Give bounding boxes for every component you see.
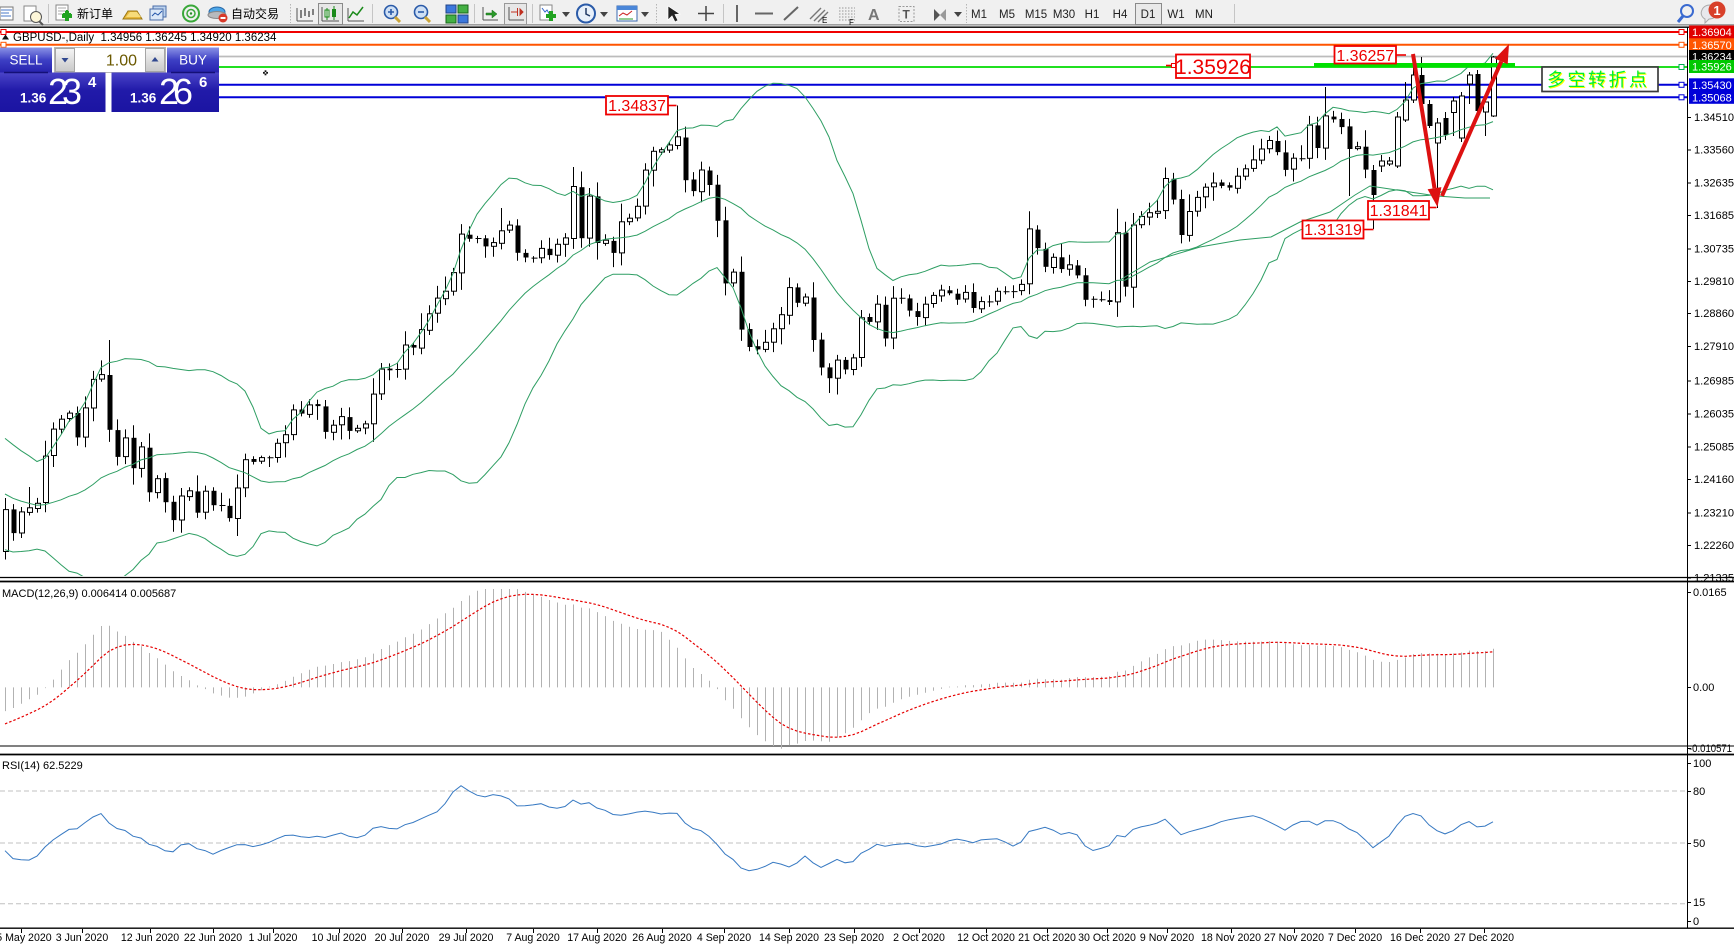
svg-text:27 Nov 2020: 27 Nov 2020 xyxy=(1264,932,1324,944)
svg-text:10 Jul 2020: 10 Jul 2020 xyxy=(312,932,367,944)
svg-text:W1: W1 xyxy=(1167,9,1184,21)
svg-text:M1: M1 xyxy=(971,9,987,21)
svg-text:0.0165: 0.0165 xyxy=(1693,587,1727,599)
svg-text:1.24160: 1.24160 xyxy=(1694,474,1734,486)
svg-text:RSI(14) 62.5229: RSI(14) 62.5229 xyxy=(2,760,83,772)
svg-text:自动交易: 自动交易 xyxy=(231,6,279,21)
svg-text:27 Dec 2020: 27 Dec 2020 xyxy=(1454,932,1514,944)
svg-text:16 Dec 2020: 16 Dec 2020 xyxy=(1390,932,1450,944)
svg-text:F: F xyxy=(849,18,854,27)
svg-text:1.25085: 1.25085 xyxy=(1694,442,1734,454)
svg-text:1.31841: 1.31841 xyxy=(1370,203,1428,220)
svg-text:22 Jun 2020: 22 Jun 2020 xyxy=(184,932,242,944)
svg-text:1 Jul 2020: 1 Jul 2020 xyxy=(249,932,298,944)
svg-text:-0.010571: -0.010571 xyxy=(1689,743,1732,755)
svg-text:26: 26 xyxy=(159,71,193,112)
svg-text:1.36: 1.36 xyxy=(130,91,157,106)
svg-text:1.36904: 1.36904 xyxy=(1692,27,1732,39)
svg-text:E: E xyxy=(822,16,827,25)
svg-text:BUY: BUY xyxy=(179,53,207,68)
svg-text:1.36257: 1.36257 xyxy=(1336,48,1394,65)
svg-text:15: 15 xyxy=(1693,897,1705,909)
svg-text:50: 50 xyxy=(1693,838,1705,850)
svg-text:29 Jul 2020: 29 Jul 2020 xyxy=(439,932,494,944)
svg-text:1.36570: 1.36570 xyxy=(1692,40,1732,52)
svg-text:GBPUSD-,Daily 1.34956 1.36245: GBPUSD-,Daily 1.34956 1.36245 1.34920 1.… xyxy=(13,32,277,44)
svg-text:1.35926: 1.35926 xyxy=(1692,62,1732,74)
svg-text:23: 23 xyxy=(48,71,82,112)
svg-text:1.30735: 1.30735 xyxy=(1694,244,1734,256)
svg-text:1.32635: 1.32635 xyxy=(1694,178,1734,190)
svg-text:H4: H4 xyxy=(1113,9,1128,21)
svg-text:多空转折点: 多空转折点 xyxy=(1547,70,1650,90)
svg-text:1.22260: 1.22260 xyxy=(1694,540,1734,552)
svg-text:MACD(12,26,9) 0.006414 0.00568: MACD(12,26,9) 0.006414 0.005687 xyxy=(2,588,176,600)
svg-text:A: A xyxy=(868,7,880,24)
svg-text:1.35926: 1.35926 xyxy=(1175,56,1251,79)
svg-text:1.35068: 1.35068 xyxy=(1692,92,1732,104)
svg-text:30 Oct 2020: 30 Oct 2020 xyxy=(1078,932,1136,944)
svg-text:9 Nov 2020: 9 Nov 2020 xyxy=(1140,932,1194,944)
svg-text:21 Oct 2020: 21 Oct 2020 xyxy=(1018,932,1076,944)
svg-text:1.28860: 1.28860 xyxy=(1694,308,1734,320)
svg-text:14 Sep 2020: 14 Sep 2020 xyxy=(759,932,819,944)
svg-text:23 Sep 2020: 23 Sep 2020 xyxy=(824,932,884,944)
svg-text:M5: M5 xyxy=(999,9,1015,21)
svg-text:0: 0 xyxy=(1693,916,1699,928)
svg-text:H1: H1 xyxy=(1085,9,1100,21)
svg-text:多空转折点: 多空转折点 xyxy=(1548,71,1651,91)
svg-text:1.34837: 1.34837 xyxy=(608,98,666,115)
svg-text:1.00: 1.00 xyxy=(106,53,137,70)
svg-text:1.26035: 1.26035 xyxy=(1694,409,1734,421)
svg-text:20 Jul 2020: 20 Jul 2020 xyxy=(375,932,430,944)
svg-text:1.36: 1.36 xyxy=(20,91,47,106)
svg-text:6: 6 xyxy=(199,74,207,91)
svg-text:M15: M15 xyxy=(1025,9,1047,21)
svg-text:100: 100 xyxy=(1693,758,1711,770)
svg-text:1.31319: 1.31319 xyxy=(1304,222,1362,239)
svg-text:SELL: SELL xyxy=(9,53,43,68)
svg-text:M30: M30 xyxy=(1053,9,1075,21)
svg-text:80: 80 xyxy=(1693,786,1705,798)
svg-text:1.35430: 1.35430 xyxy=(1692,80,1732,92)
svg-text:1.29810: 1.29810 xyxy=(1694,276,1734,288)
svg-text:4 Sep 2020: 4 Sep 2020 xyxy=(697,932,751,944)
svg-text:12 Oct 2020: 12 Oct 2020 xyxy=(957,932,1015,944)
svg-text:1: 1 xyxy=(1713,3,1720,18)
svg-text:17 Aug 2020: 17 Aug 2020 xyxy=(567,932,627,944)
svg-text:1.23210: 1.23210 xyxy=(1694,508,1734,520)
svg-text:1.27910: 1.27910 xyxy=(1694,341,1734,353)
svg-text:1.34510: 1.34510 xyxy=(1694,112,1734,124)
svg-text:1.31685: 1.31685 xyxy=(1694,210,1734,222)
svg-text:4: 4 xyxy=(88,74,97,91)
svg-text:T: T xyxy=(903,8,911,22)
svg-text:MN: MN xyxy=(1195,9,1213,21)
svg-text:2 Oct 2020: 2 Oct 2020 xyxy=(893,932,945,944)
svg-text:7 Dec 2020: 7 Dec 2020 xyxy=(1328,932,1382,944)
svg-text:新订单: 新订单 xyxy=(77,6,113,21)
svg-text:1.33560: 1.33560 xyxy=(1694,145,1734,157)
svg-text:1.21335: 1.21335 xyxy=(1694,573,1734,585)
svg-text:18 Nov 2020: 18 Nov 2020 xyxy=(1201,932,1261,944)
svg-text:25 May 2020: 25 May 2020 xyxy=(0,932,52,944)
svg-text:12 Jun 2020: 12 Jun 2020 xyxy=(121,932,179,944)
svg-text:7 Aug 2020: 7 Aug 2020 xyxy=(506,932,560,944)
svg-text:0.00: 0.00 xyxy=(1693,682,1714,694)
svg-text:26 Aug 2020: 26 Aug 2020 xyxy=(632,932,692,944)
svg-text:3 Jun 2020: 3 Jun 2020 xyxy=(56,932,109,944)
svg-text:1.26985: 1.26985 xyxy=(1694,376,1734,388)
svg-text:D1: D1 xyxy=(1141,9,1156,21)
